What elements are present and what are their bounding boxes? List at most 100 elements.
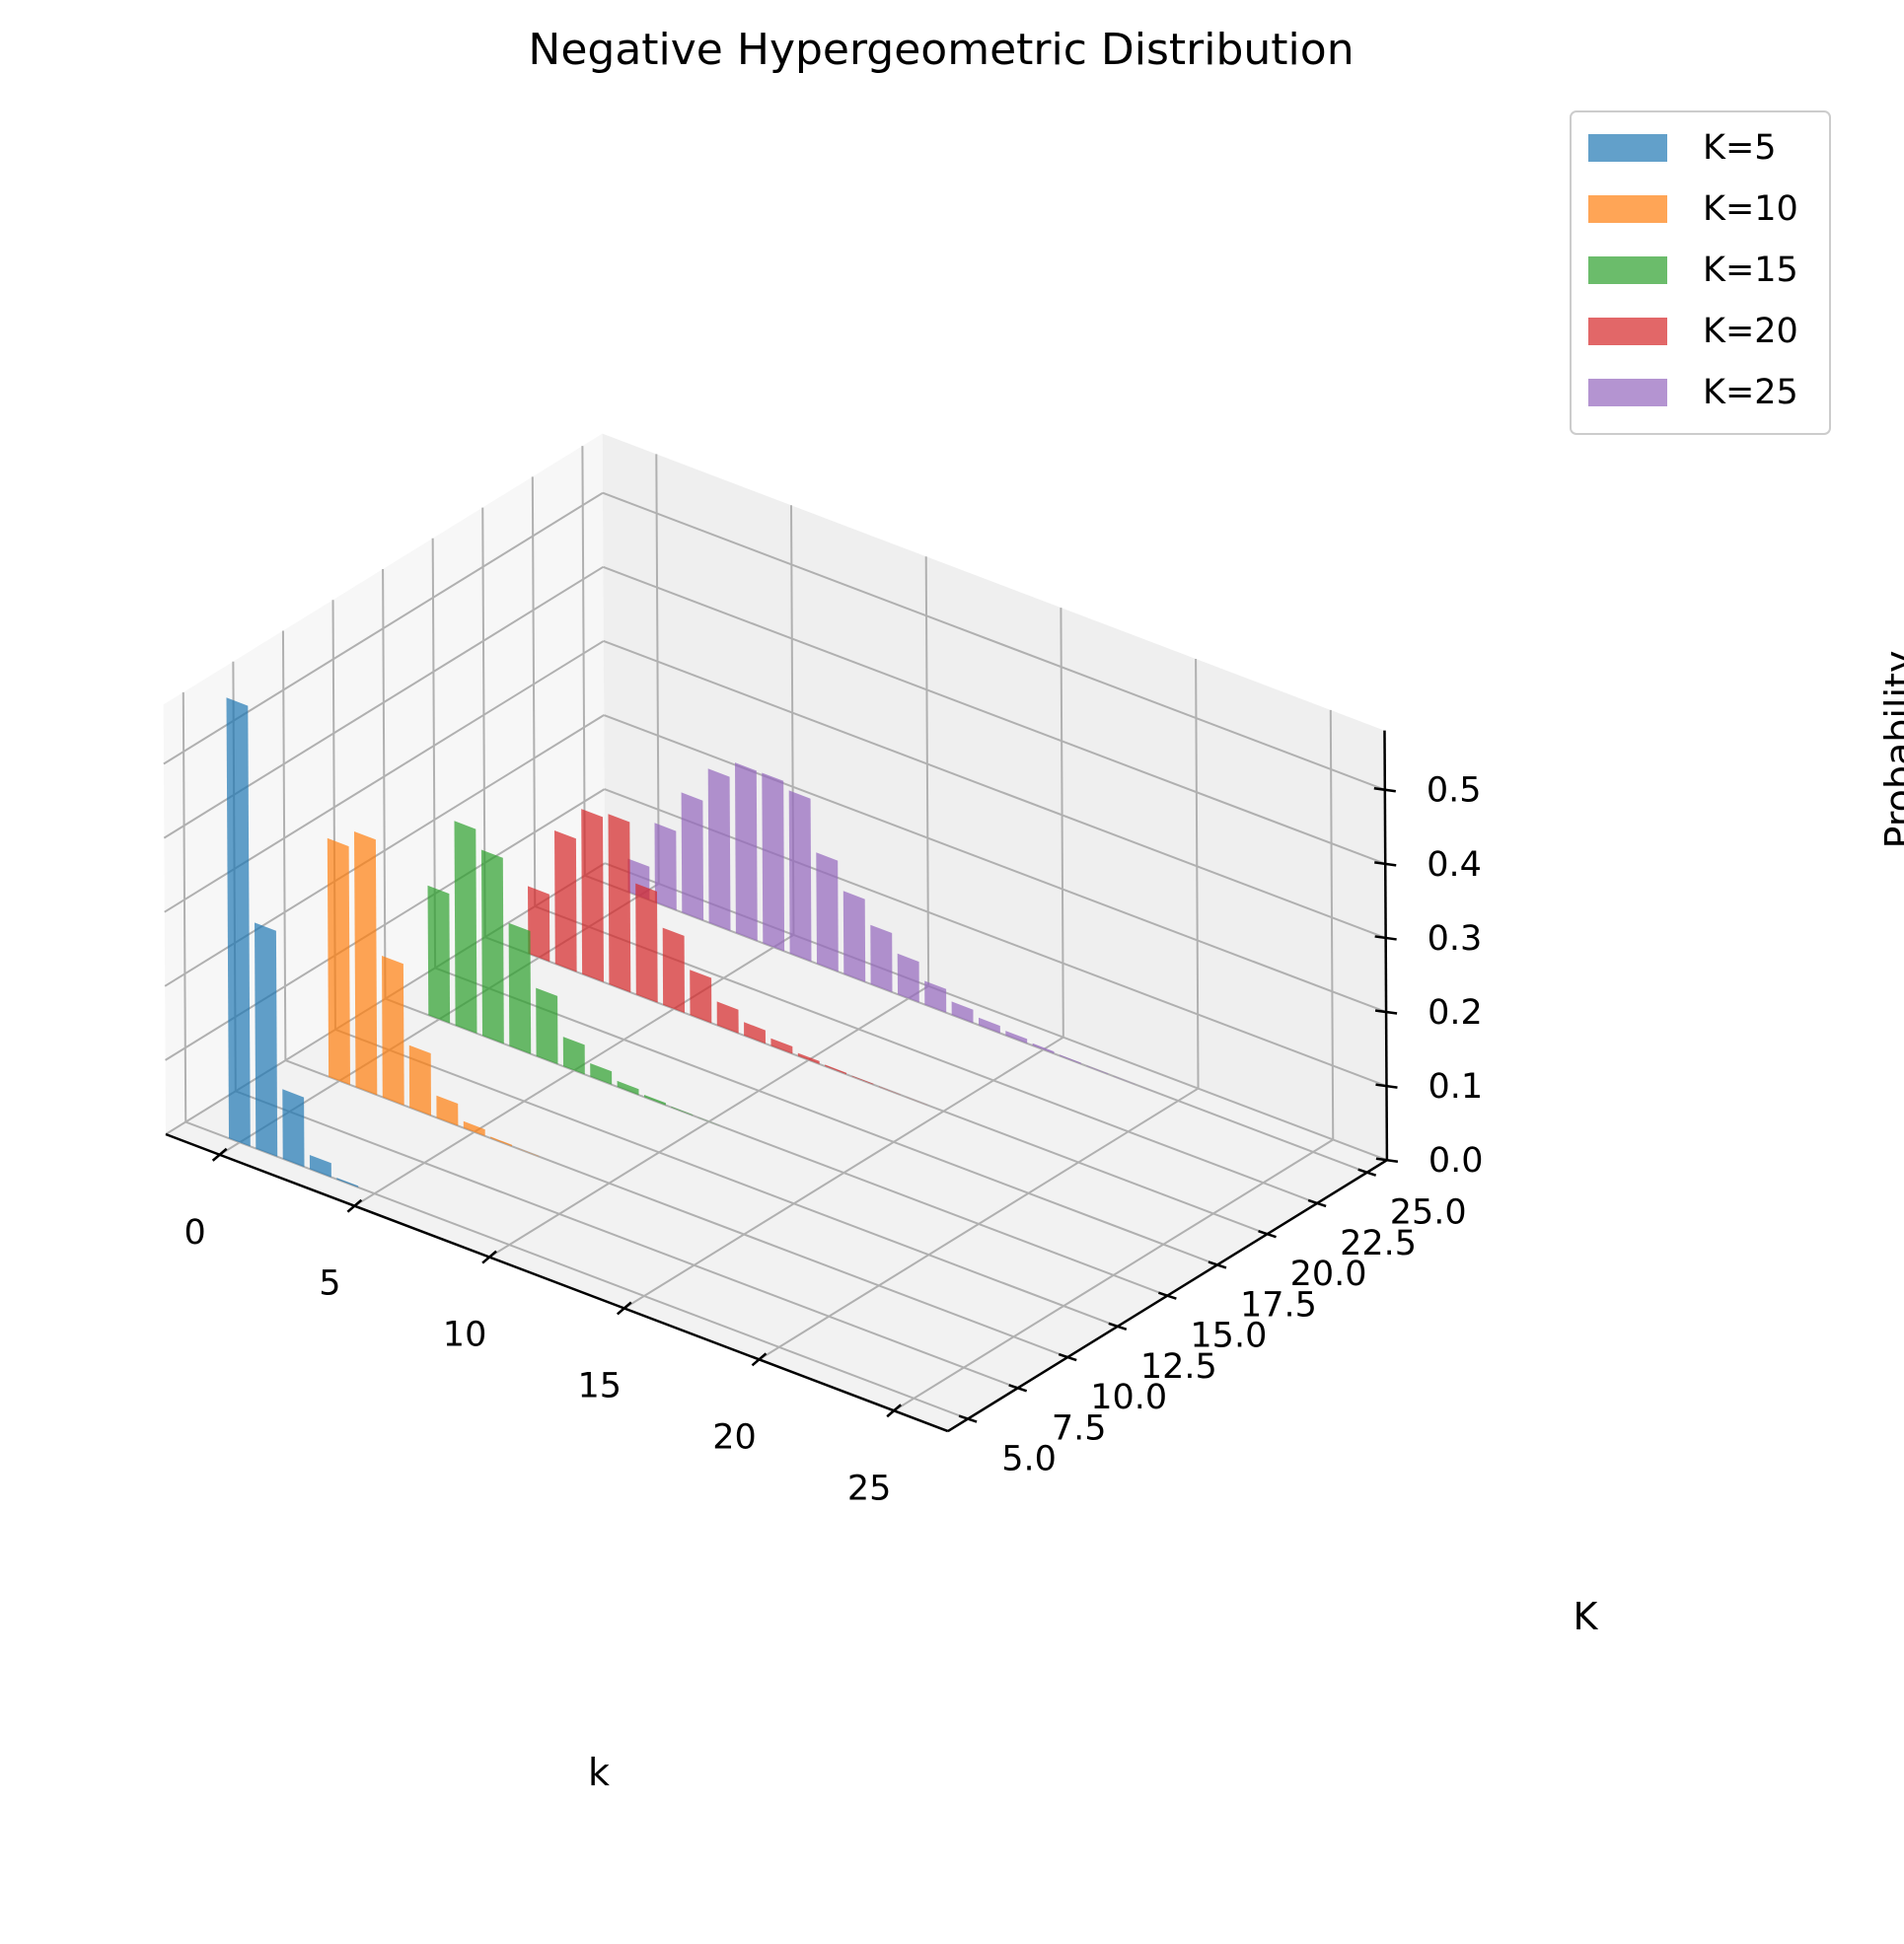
bar <box>851 1075 874 1085</box>
y-tick-label: 15.0 <box>1190 1317 1267 1356</box>
z-tick-mark <box>1374 1009 1398 1015</box>
bar <box>1140 1086 1162 1095</box>
legend-label: K=5 <box>1703 128 1777 168</box>
z-grid-back <box>603 565 1386 865</box>
bar <box>842 891 866 982</box>
z-grid-back <box>603 714 1387 1013</box>
bar <box>581 809 604 982</box>
legend-swatch <box>1588 379 1667 406</box>
y-tick-label: 20.0 <box>1290 1255 1367 1294</box>
y-tick-mark <box>1208 1260 1227 1269</box>
y-tick-mark <box>1108 1322 1128 1332</box>
bar <box>979 1017 1000 1034</box>
bar <box>463 1120 485 1136</box>
bar <box>1032 1043 1055 1054</box>
z-grid-back <box>602 491 1386 791</box>
z-axis-label: Probability <box>1877 651 1904 849</box>
legend-swatch <box>1588 256 1667 284</box>
bar <box>1005 1031 1028 1044</box>
y-tick-mark <box>1307 1198 1327 1208</box>
y-tick-mark <box>1157 1291 1177 1300</box>
x-axis-line <box>165 1132 949 1433</box>
bar <box>282 1089 305 1168</box>
series-k-5 <box>226 697 359 1188</box>
x-tick-mark <box>616 1301 632 1316</box>
z-grid-back <box>604 862 1388 1162</box>
bar <box>590 1063 613 1085</box>
series-k-15 <box>427 821 720 1126</box>
bar <box>635 883 658 1003</box>
x-tick-label: 10 <box>443 1316 487 1355</box>
bar <box>608 814 631 993</box>
x-tick-label: 0 <box>184 1213 206 1253</box>
z-tick-mark <box>1375 1083 1398 1089</box>
x-tick-mark <box>346 1198 363 1213</box>
y-tick-label: 12.5 <box>1140 1347 1217 1387</box>
z-tick-label: 0.3 <box>1428 919 1483 959</box>
z-tick-label: 0.1 <box>1428 1067 1483 1107</box>
bar <box>816 852 839 972</box>
bar <box>951 1001 974 1024</box>
y-tick-mark <box>1058 1352 1077 1362</box>
y-tick-mark <box>958 1414 978 1423</box>
x-tick-mark <box>481 1250 497 1264</box>
z-grid-back <box>603 639 1387 939</box>
y-tick-label: 25.0 <box>1390 1193 1467 1233</box>
legend-label: K=20 <box>1703 312 1798 351</box>
bar <box>454 821 477 1034</box>
bar <box>536 987 558 1064</box>
bar <box>797 1052 820 1064</box>
grid-lines <box>163 446 1388 1420</box>
legend: K=5 K=10 K=15 K=20 K=25 <box>1570 110 1831 435</box>
bar <box>1060 1054 1081 1064</box>
y-tick-label: 5.0 <box>1001 1440 1057 1479</box>
z-grid-back <box>604 788 1387 1088</box>
y-grid-left <box>281 630 287 1061</box>
x-grid-back <box>655 454 660 884</box>
bar <box>617 1080 639 1096</box>
y-grid-floor <box>434 967 1218 1266</box>
y-tick-mark <box>1008 1384 1028 1393</box>
bar <box>327 837 350 1085</box>
bar <box>490 1136 512 1147</box>
y-tick-label: 22.5 <box>1340 1224 1417 1263</box>
x-tick-label: 25 <box>847 1469 892 1508</box>
bar <box>226 697 251 1147</box>
bar <box>354 831 378 1096</box>
bar <box>654 823 677 910</box>
bar <box>336 1178 359 1188</box>
y-tick-mark <box>1357 1168 1377 1177</box>
y-tick-label: 17.5 <box>1240 1285 1317 1325</box>
bar <box>762 772 785 952</box>
bar <box>1086 1065 1109 1075</box>
bar <box>870 924 893 992</box>
bar <box>681 792 704 921</box>
back-pane <box>602 433 1387 1161</box>
legend-swatch <box>1588 134 1667 162</box>
bar <box>690 970 712 1024</box>
axis-lines <box>165 730 1399 1433</box>
bar <box>707 768 731 931</box>
x-tick-mark <box>886 1404 902 1418</box>
bar <box>382 956 404 1106</box>
legend-swatch <box>1588 318 1667 345</box>
bar <box>255 922 278 1157</box>
x-tick-mark <box>751 1352 768 1367</box>
bar <box>408 1044 431 1116</box>
x-tick-label: 5 <box>319 1264 340 1304</box>
series-k-10 <box>327 831 540 1157</box>
x-tick-label: 20 <box>712 1417 757 1457</box>
y-tick-label: 7.5 <box>1052 1408 1107 1448</box>
bar <box>508 922 532 1054</box>
y-grid-left <box>182 691 187 1122</box>
bar <box>309 1155 331 1178</box>
legend-swatch <box>1588 195 1667 223</box>
z-axis-line <box>1383 730 1389 1161</box>
y-tick-label: 10.0 <box>1090 1378 1167 1417</box>
z-tick-label: 0.2 <box>1428 993 1483 1033</box>
bar <box>744 1022 766 1044</box>
bar <box>770 1038 793 1054</box>
bar <box>554 830 577 972</box>
bar <box>735 762 758 942</box>
